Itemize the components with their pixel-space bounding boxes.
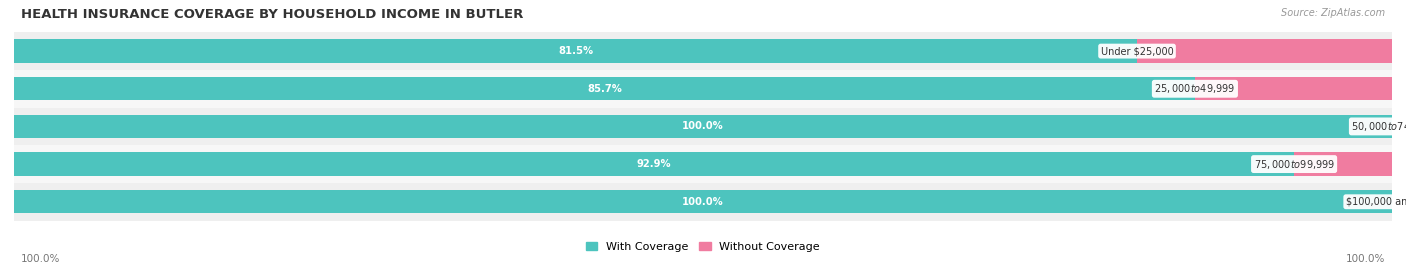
Bar	[14, 40, 1137, 63]
Bar	[14, 183, 1392, 221]
Text: HEALTH INSURANCE COVERAGE BY HOUSEHOLD INCOME IN BUTLER: HEALTH INSURANCE COVERAGE BY HOUSEHOLD I…	[21, 8, 523, 21]
Text: 100.0%: 100.0%	[21, 254, 60, 264]
Text: $100,000 and over: $100,000 and over	[1346, 197, 1406, 207]
Text: Under $25,000: Under $25,000	[1101, 46, 1174, 56]
Legend: With Coverage, Without Coverage: With Coverage, Without Coverage	[582, 238, 824, 256]
Bar	[1195, 77, 1392, 100]
Text: $25,000 to $49,999: $25,000 to $49,999	[1154, 82, 1236, 95]
Text: 100.0%: 100.0%	[682, 197, 724, 207]
Bar	[14, 70, 1392, 108]
Bar	[14, 190, 1392, 213]
Text: 92.9%: 92.9%	[637, 159, 672, 169]
Text: Source: ZipAtlas.com: Source: ZipAtlas.com	[1281, 8, 1385, 18]
Bar	[1294, 153, 1392, 176]
Bar	[14, 153, 1294, 176]
Bar	[14, 32, 1392, 70]
Text: 100.0%: 100.0%	[682, 121, 724, 132]
Bar	[14, 115, 1392, 138]
Text: 85.7%: 85.7%	[588, 84, 621, 94]
Text: $75,000 to $99,999: $75,000 to $99,999	[1254, 158, 1334, 171]
Bar	[1137, 40, 1392, 63]
Text: 81.5%: 81.5%	[558, 46, 593, 56]
Bar	[14, 108, 1392, 145]
Text: $50,000 to $74,999: $50,000 to $74,999	[1351, 120, 1406, 133]
Text: 100.0%: 100.0%	[1346, 254, 1385, 264]
Bar	[14, 77, 1195, 100]
Bar	[14, 145, 1392, 183]
